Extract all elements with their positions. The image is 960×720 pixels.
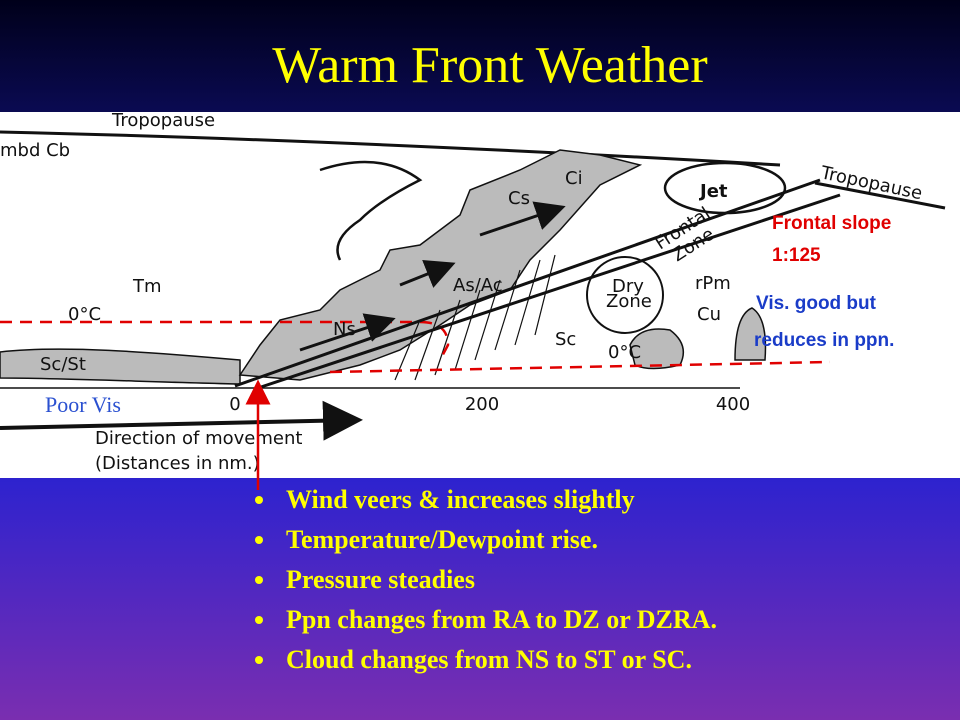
diagram-label: As/Ac	[453, 275, 503, 296]
bullet-dot	[255, 496, 263, 504]
bullet-text: Ppn changes from RA to DZ or DZRA.	[286, 605, 717, 634]
cumulus-cloud	[629, 328, 685, 370]
diagram-label: rPm	[695, 273, 731, 294]
diagram-label: Cs	[508, 188, 530, 209]
frontal-surface	[257, 193, 841, 390]
tropopause-line	[814, 181, 946, 210]
freezing-level	[329, 360, 831, 374]
bullet-text: Temperature/Dewpoint rise.	[286, 525, 598, 554]
diagram-label: 0°C	[68, 304, 101, 325]
diagram-label: Cu	[697, 304, 721, 325]
axis-label: 0	[229, 394, 240, 415]
slope-annotation: 1:125	[772, 245, 821, 266]
frontal-surface	[234, 178, 821, 388]
diagram-label: Sc	[555, 329, 576, 350]
dry-zone	[586, 256, 664, 334]
bullet-list: Wind veers & increases slightly Temperatu…	[255, 485, 717, 674]
diagram-label: 0°C	[608, 342, 641, 363]
movement-label: Direction of movement	[95, 428, 302, 449]
poor-vis-annotation: Poor Vis	[45, 392, 121, 417]
movement-arrow	[0, 400, 363, 441]
diagram-label: Dry	[612, 276, 644, 297]
axis-label: 400	[716, 394, 750, 415]
bullet-dot	[255, 616, 263, 624]
flow-arrow	[299, 313, 396, 352]
diagram-label: mbd Cb	[0, 140, 70, 161]
diagram-label: Tropopause	[111, 110, 215, 131]
slope-annotation: Frontal slope	[772, 213, 891, 234]
bullet-text: Wind veers & increases slightly	[286, 485, 635, 514]
title: Warm Front Weather	[272, 37, 707, 94]
bullet-text: Cloud changes from NS to ST or SC.	[286, 645, 692, 674]
cloud-outline	[319, 160, 423, 261]
movement-label: (Distances in nm.)	[95, 453, 260, 474]
flow-arrow	[399, 259, 456, 288]
diagram-label: Jet	[698, 181, 728, 202]
diagram-label: Ns	[333, 319, 356, 340]
flow-arrow	[479, 201, 566, 237]
diagram-label: Ci	[565, 168, 583, 189]
diagram-label: Sc/St	[40, 354, 86, 375]
bullet-text: Pressure steadies	[286, 565, 475, 594]
jet-ellipse	[663, 161, 787, 215]
vis-annotation: Vis. good but	[756, 293, 877, 314]
bullet-dot	[255, 536, 263, 544]
diagram: Tropopause mbd Cb Tm 0°C Sc/St Ns As/Ac …	[0, 110, 960, 478]
cumulus-cloud	[734, 307, 767, 361]
bullet-dot	[255, 656, 263, 664]
diagram-label: Zone	[606, 291, 652, 312]
tropopause-line	[0, 130, 781, 167]
axis-label: 200	[465, 394, 499, 415]
bullet-dot	[255, 576, 263, 584]
vis-annotation: reduces in ppn.	[754, 330, 894, 351]
diagram-label: Tm	[132, 276, 162, 297]
